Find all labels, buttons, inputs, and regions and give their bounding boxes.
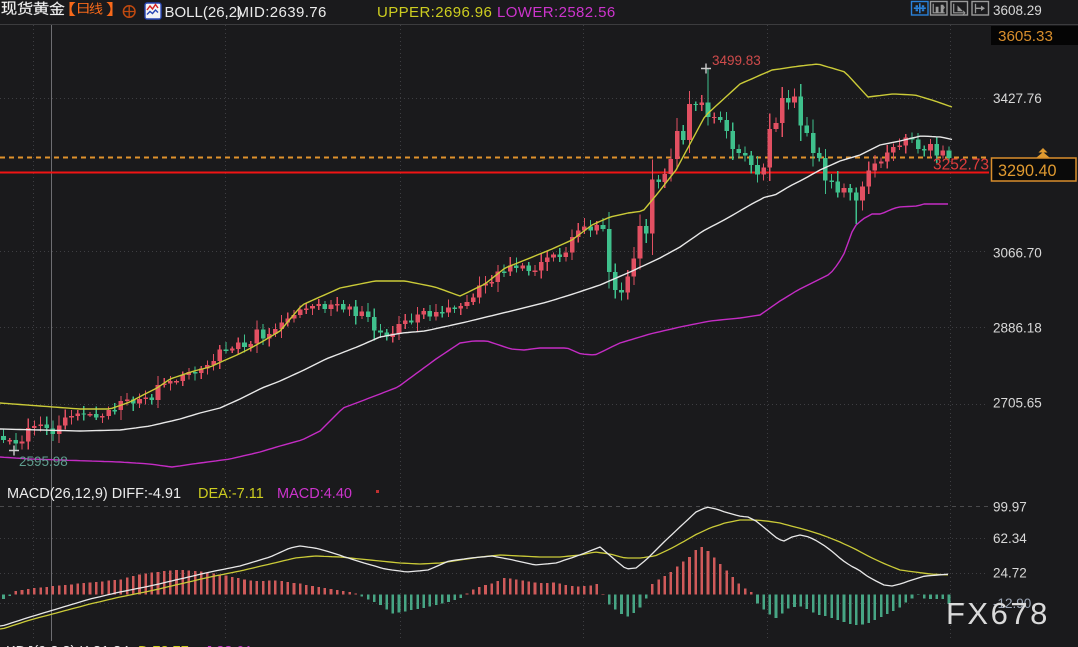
svg-text:62.34: 62.34 [993,531,1027,546]
svg-text:D:78.77: D:78.77 [138,644,189,647]
svg-text:MID:2639.76: MID:2639.76 [237,4,327,21]
svg-text:MACD(26,12,9) DIFF:-4.91: MACD(26,12,9) DIFF:-4.91 [7,486,181,502]
svg-text:MACD:4.40: MACD:4.40 [277,486,352,502]
svg-text:-12.90: -12.90 [993,596,1031,611]
svg-text:BOLL(26,2): BOLL(26,2) [165,4,243,21]
svg-text:KDJ(9,3,3) K:81.84: KDJ(9,3,3) K:81.84 [6,644,129,647]
svg-text:J:88.01: J:88.01 [205,644,253,647]
svg-text:UPPER:2696.96: UPPER:2696.96 [377,4,492,21]
svg-text:99.97: 99.97 [993,500,1027,515]
svg-text:3290.40: 3290.40 [998,162,1057,180]
svg-text:3608.29: 3608.29 [993,3,1042,18]
svg-text:2595.98: 2595.98 [19,454,68,469]
svg-text:2705.65: 2705.65 [993,396,1042,411]
svg-text:FX678: FX678 [946,596,1050,631]
svg-text:3252.73: 3252.73 [933,157,989,174]
svg-text:3066.70: 3066.70 [993,246,1042,261]
svg-text:3427.76: 3427.76 [993,91,1042,106]
svg-text:DEA:-7.11: DEA:-7.11 [198,486,264,502]
svg-text:24.72: 24.72 [993,566,1027,581]
svg-text:3605.33: 3605.33 [998,28,1053,45]
svg-text:2886.18: 2886.18 [993,321,1042,336]
svg-text:3499.83: 3499.83 [712,53,761,68]
svg-text:LOWER:2582.56: LOWER:2582.56 [497,4,616,21]
